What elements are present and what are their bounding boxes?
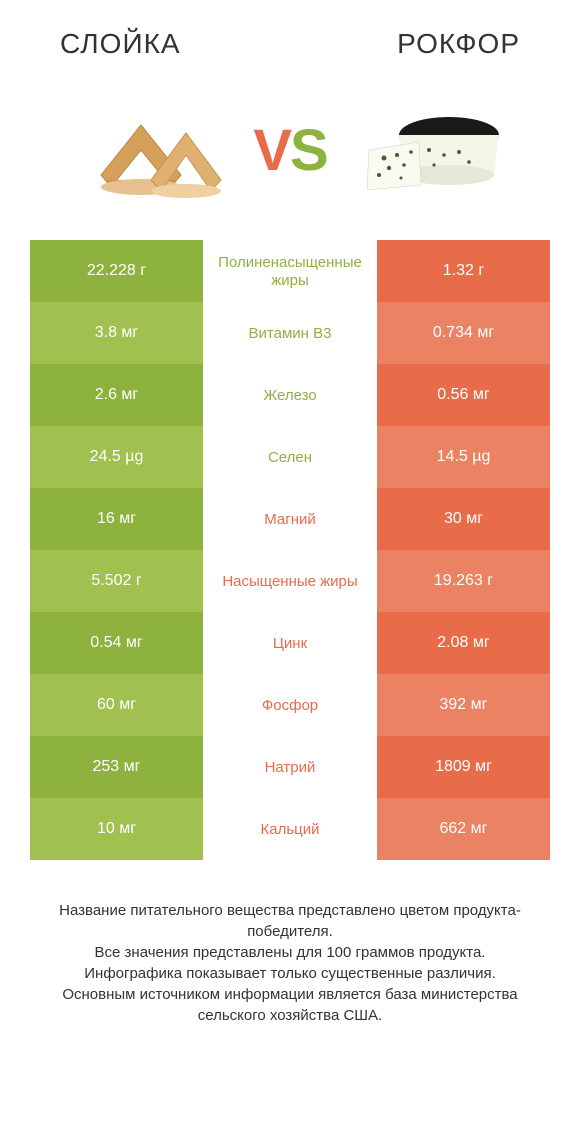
nutrient-name-cell: Железо xyxy=(203,364,377,426)
right-value-cell: 1.32 г xyxy=(377,240,550,302)
vs-s-letter: S xyxy=(290,118,327,183)
left-product-image xyxy=(71,90,241,210)
left-value-cell: 24.5 µg xyxy=(30,426,203,488)
nutrient-name-cell: Натрий xyxy=(203,736,377,798)
nutrient-name-cell: Полиненасыщенные жиры xyxy=(203,240,377,302)
right-value-cell: 392 мг xyxy=(377,674,550,736)
footer-line-1: Название питательного вещества представл… xyxy=(30,900,550,942)
table-row: 24.5 µgСелен14.5 µg xyxy=(30,426,550,488)
footer-line-3: Инфографика показывает только существенн… xyxy=(30,963,550,984)
right-value-cell: 30 мг xyxy=(377,488,550,550)
nutrient-name-cell: Витамин B3 xyxy=(203,302,377,364)
left-value-cell: 10 мг xyxy=(30,798,203,860)
left-value-cell: 253 мг xyxy=(30,736,203,798)
table-row: 0.54 мгЦинк2.08 мг xyxy=(30,612,550,674)
vs-v-letter: V xyxy=(253,118,290,183)
nutrient-name-cell: Кальций xyxy=(203,798,377,860)
right-value-cell: 1809 мг xyxy=(377,736,550,798)
nutrient-name-cell: Селен xyxy=(203,426,377,488)
table-row: 5.502 гНасыщенные жиры19.263 г xyxy=(30,550,550,612)
left-value-cell: 5.502 г xyxy=(30,550,203,612)
table-row: 10 мгКальций662 мг xyxy=(30,798,550,860)
footer-line-4: Основным источником информации является … xyxy=(30,984,550,1026)
footer-notes: Название питательного вещества представл… xyxy=(0,860,580,1026)
table-row: 16 мгМагний30 мг xyxy=(30,488,550,550)
vs-row: VS xyxy=(0,80,580,240)
right-product-image xyxy=(339,90,509,210)
right-value-cell: 662 мг xyxy=(377,798,550,860)
table-row: 60 мгФосфор392 мг xyxy=(30,674,550,736)
table-row: 253 мгНатрий1809 мг xyxy=(30,736,550,798)
left-value-cell: 3.8 мг xyxy=(30,302,203,364)
header: СЛОЙКА РОКФОР xyxy=(0,0,580,80)
nutrient-name-cell: Цинк xyxy=(203,612,377,674)
left-value-cell: 22.228 г xyxy=(30,240,203,302)
left-product-title: СЛОЙКА xyxy=(60,28,181,60)
right-value-cell: 14.5 µg xyxy=(377,426,550,488)
left-value-cell: 16 мг xyxy=(30,488,203,550)
nutrient-name-cell: Магний xyxy=(203,488,377,550)
right-product-title: РОКФОР xyxy=(397,28,520,60)
table-row: 2.6 мгЖелезо0.56 мг xyxy=(30,364,550,426)
vs-badge: VS xyxy=(253,117,326,184)
table-row: 3.8 мгВитамин B30.734 мг xyxy=(30,302,550,364)
right-value-cell: 0.56 мг xyxy=(377,364,550,426)
left-value-cell: 0.54 мг xyxy=(30,612,203,674)
right-value-cell: 2.08 мг xyxy=(377,612,550,674)
left-value-cell: 60 мг xyxy=(30,674,203,736)
right-value-cell: 0.734 мг xyxy=(377,302,550,364)
nutrient-name-cell: Фосфор xyxy=(203,674,377,736)
right-value-cell: 19.263 г xyxy=(377,550,550,612)
comparison-table: 22.228 гПолиненасыщенные жиры1.32 г3.8 м… xyxy=(30,240,550,860)
nutrient-name-cell: Насыщенные жиры xyxy=(203,550,377,612)
left-value-cell: 2.6 мг xyxy=(30,364,203,426)
footer-line-2: Все значения представлены для 100 граммо… xyxy=(30,942,550,963)
table-row: 22.228 гПолиненасыщенные жиры1.32 г xyxy=(30,240,550,302)
